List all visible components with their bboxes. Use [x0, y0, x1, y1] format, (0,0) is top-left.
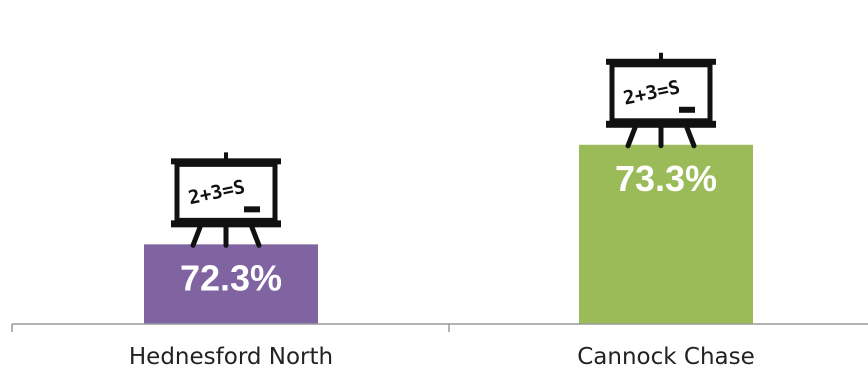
chalkboard-easel-icon [171, 152, 281, 245]
data-label-cannock-chase: 73.3% [615, 158, 717, 199]
x-tick-label-cannock-chase: Cannock Chase [577, 344, 755, 370]
bar-hednesford-north [144, 244, 318, 324]
data-label-hednesford-north: 72.3% [180, 257, 282, 298]
bar-cannock-chase [579, 144, 753, 324]
chalkboard-easel-icon [606, 53, 716, 146]
x-tick-label-hednesford-north: Hednesford North [129, 344, 333, 370]
